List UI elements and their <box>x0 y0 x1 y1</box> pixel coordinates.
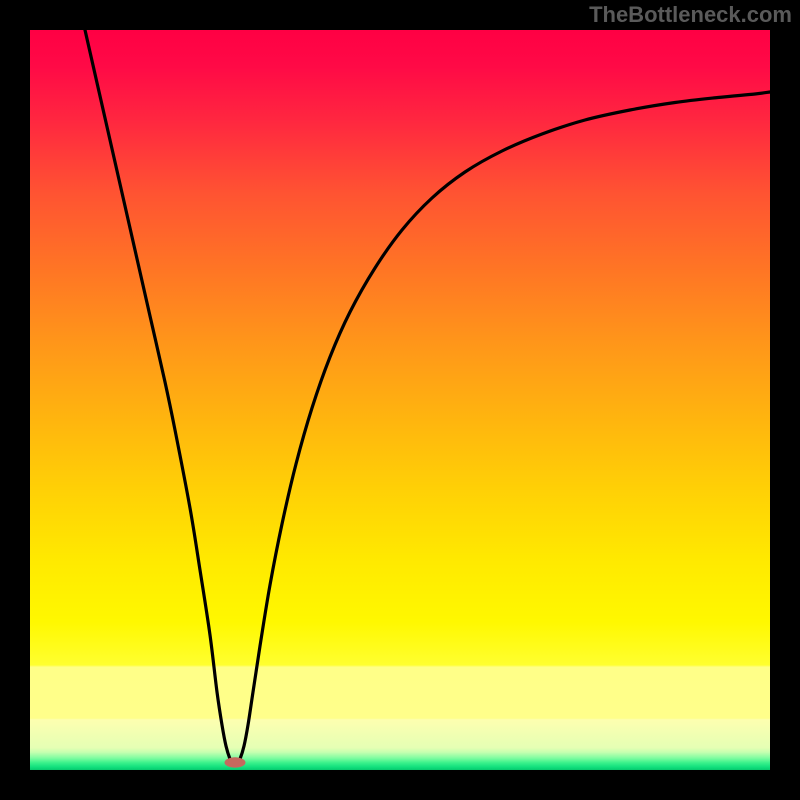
watermark-text: TheBottleneck.com <box>589 2 792 28</box>
bottleneck-curve <box>85 30 770 763</box>
chart-svg <box>30 30 770 770</box>
chart-root: TheBottleneck.com <box>0 0 800 800</box>
bottleneck-minimum-marker <box>225 757 246 767</box>
chart-plot-area <box>30 30 770 770</box>
